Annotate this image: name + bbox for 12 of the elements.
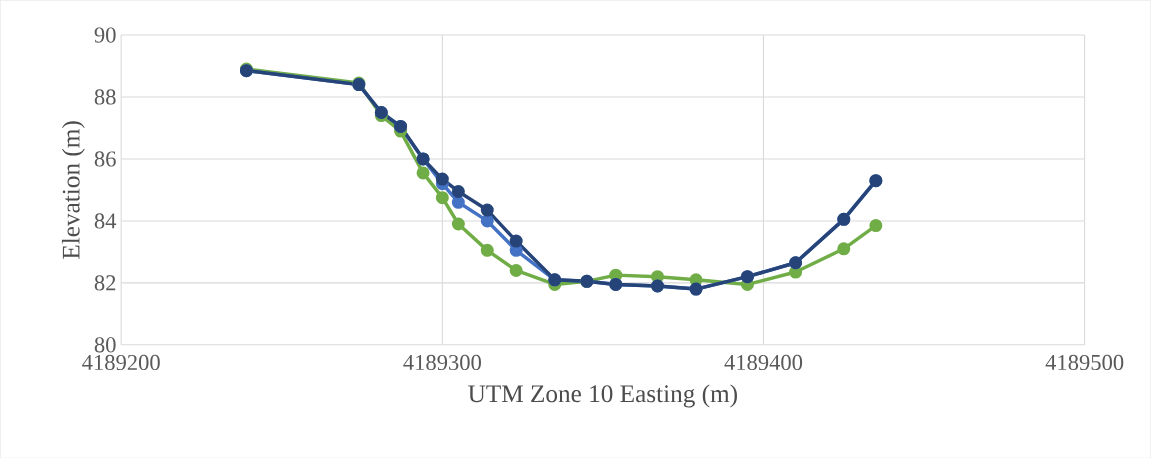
x-tick-label: 4189400	[724, 354, 803, 370]
x-tick-label: 4189200	[82, 354, 160, 370]
y-tick-label: 80	[94, 337, 116, 353]
y-tick-label: 86	[94, 151, 116, 167]
x-tick-label: 4189500	[1045, 354, 1124, 370]
x-tick-label: 4189300	[403, 354, 481, 370]
y-tick-label: 82	[94, 275, 116, 291]
x-axis-title: UTM Zone 10 Easting (m)	[468, 384, 737, 408]
y-axis-title: Elevation (m)	[61, 121, 85, 259]
y-tick-label: 88	[94, 89, 116, 105]
y-tick-label: 84	[94, 213, 117, 229]
y-tick-label: 90	[94, 27, 116, 43]
